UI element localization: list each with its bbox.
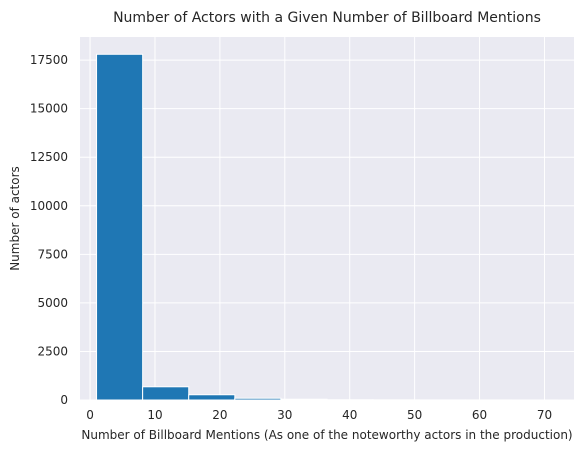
- y-tick-label: 0: [60, 393, 68, 407]
- y-tick-label: 5000: [37, 296, 68, 310]
- y-tick-label: 12500: [30, 150, 68, 164]
- x-tick-label: 70: [537, 408, 552, 422]
- x-tick-label: 20: [212, 408, 227, 422]
- grid-lines: [80, 37, 574, 401]
- y-tick-label: 2500: [37, 344, 68, 358]
- histogram-bar-2: [188, 394, 236, 401]
- y-axis-ticks: 0 2500 5000 7500 10000 12500 15000 17500: [30, 53, 68, 407]
- x-axis-label: Number of Billboard Mentions (As one of …: [81, 428, 572, 442]
- x-axis-ticks: 0 10 20 30 40 50 60 70: [86, 408, 552, 422]
- y-tick-label: 10000: [30, 199, 68, 213]
- plot-area: [80, 37, 574, 400]
- y-axis-label: Number of actors: [8, 166, 22, 271]
- y-tick-label: 7500: [37, 247, 68, 261]
- x-tick-label: 30: [277, 408, 292, 422]
- y-tick-label: 17500: [30, 53, 68, 67]
- histogram-bar-3: [234, 397, 282, 401]
- x-tick-label: 40: [342, 408, 357, 422]
- x-tick-label: 0: [86, 408, 94, 422]
- histogram-bar-1: [142, 386, 190, 401]
- x-tick-label: 50: [407, 408, 422, 422]
- histogram-bar-4: [280, 398, 328, 401]
- histogram-bars: [96, 53, 558, 401]
- histogram-bar-0: [96, 53, 144, 401]
- x-tick-label: 10: [147, 408, 162, 422]
- chart-title: Number of Actors with a Given Number of …: [113, 10, 541, 26]
- y-tick-label: 15000: [30, 102, 68, 116]
- x-tick-label: 60: [472, 408, 487, 422]
